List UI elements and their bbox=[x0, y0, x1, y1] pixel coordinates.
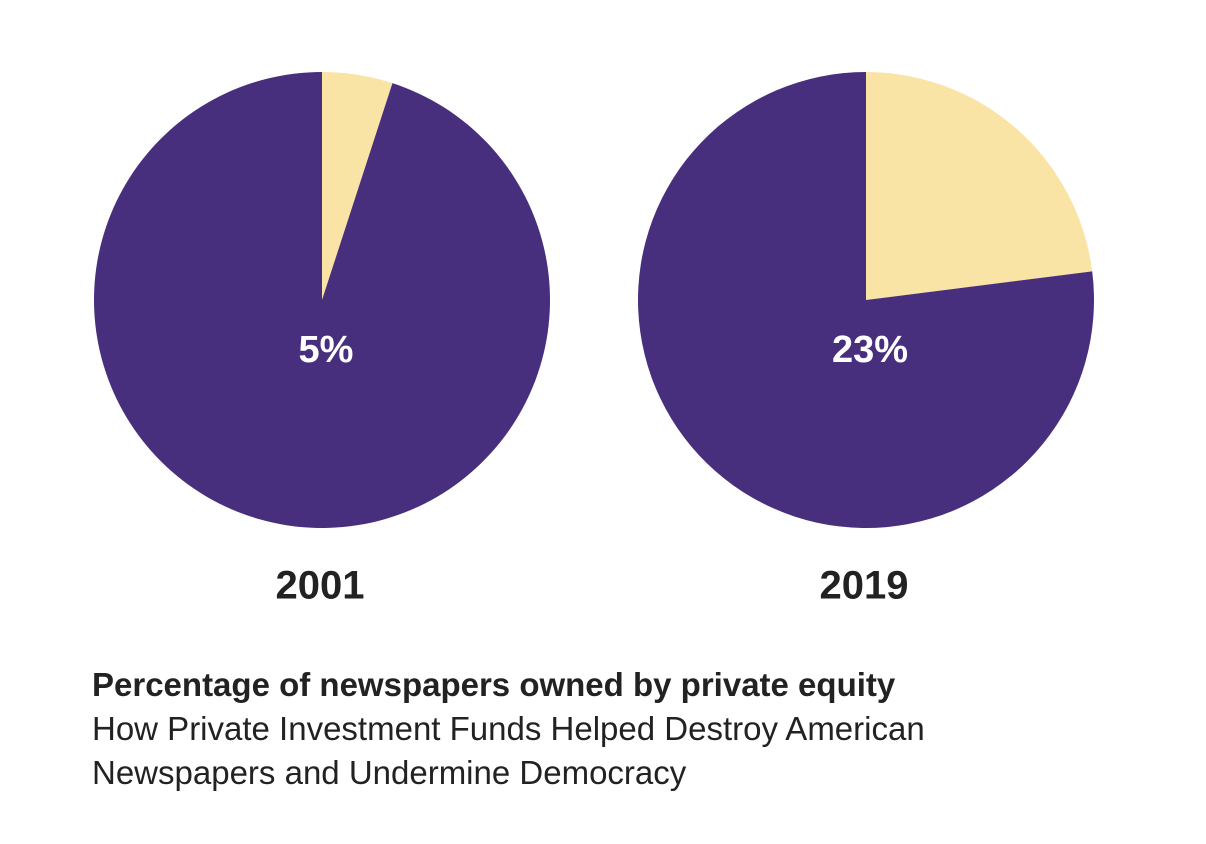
pie-slice bbox=[866, 72, 1093, 300]
value-label: 5% bbox=[299, 329, 354, 371]
caption-subtitle: How Private Investment Funds Helped Dest… bbox=[92, 710, 925, 791]
pie-slice bbox=[322, 72, 393, 300]
pie-title: 2001 bbox=[276, 564, 365, 608]
pie-title: 2019 bbox=[820, 564, 909, 608]
caption-title: Percentage of newspapers owned by privat… bbox=[92, 666, 896, 703]
pie-slice bbox=[638, 72, 1094, 528]
chart: 5% 2001 23% 2019 bbox=[93, 72, 1094, 608]
caption: Percentage of newspapers owned by privat… bbox=[92, 663, 1082, 795]
value-label: 23% bbox=[832, 329, 908, 371]
pie-slice bbox=[93, 72, 550, 528]
